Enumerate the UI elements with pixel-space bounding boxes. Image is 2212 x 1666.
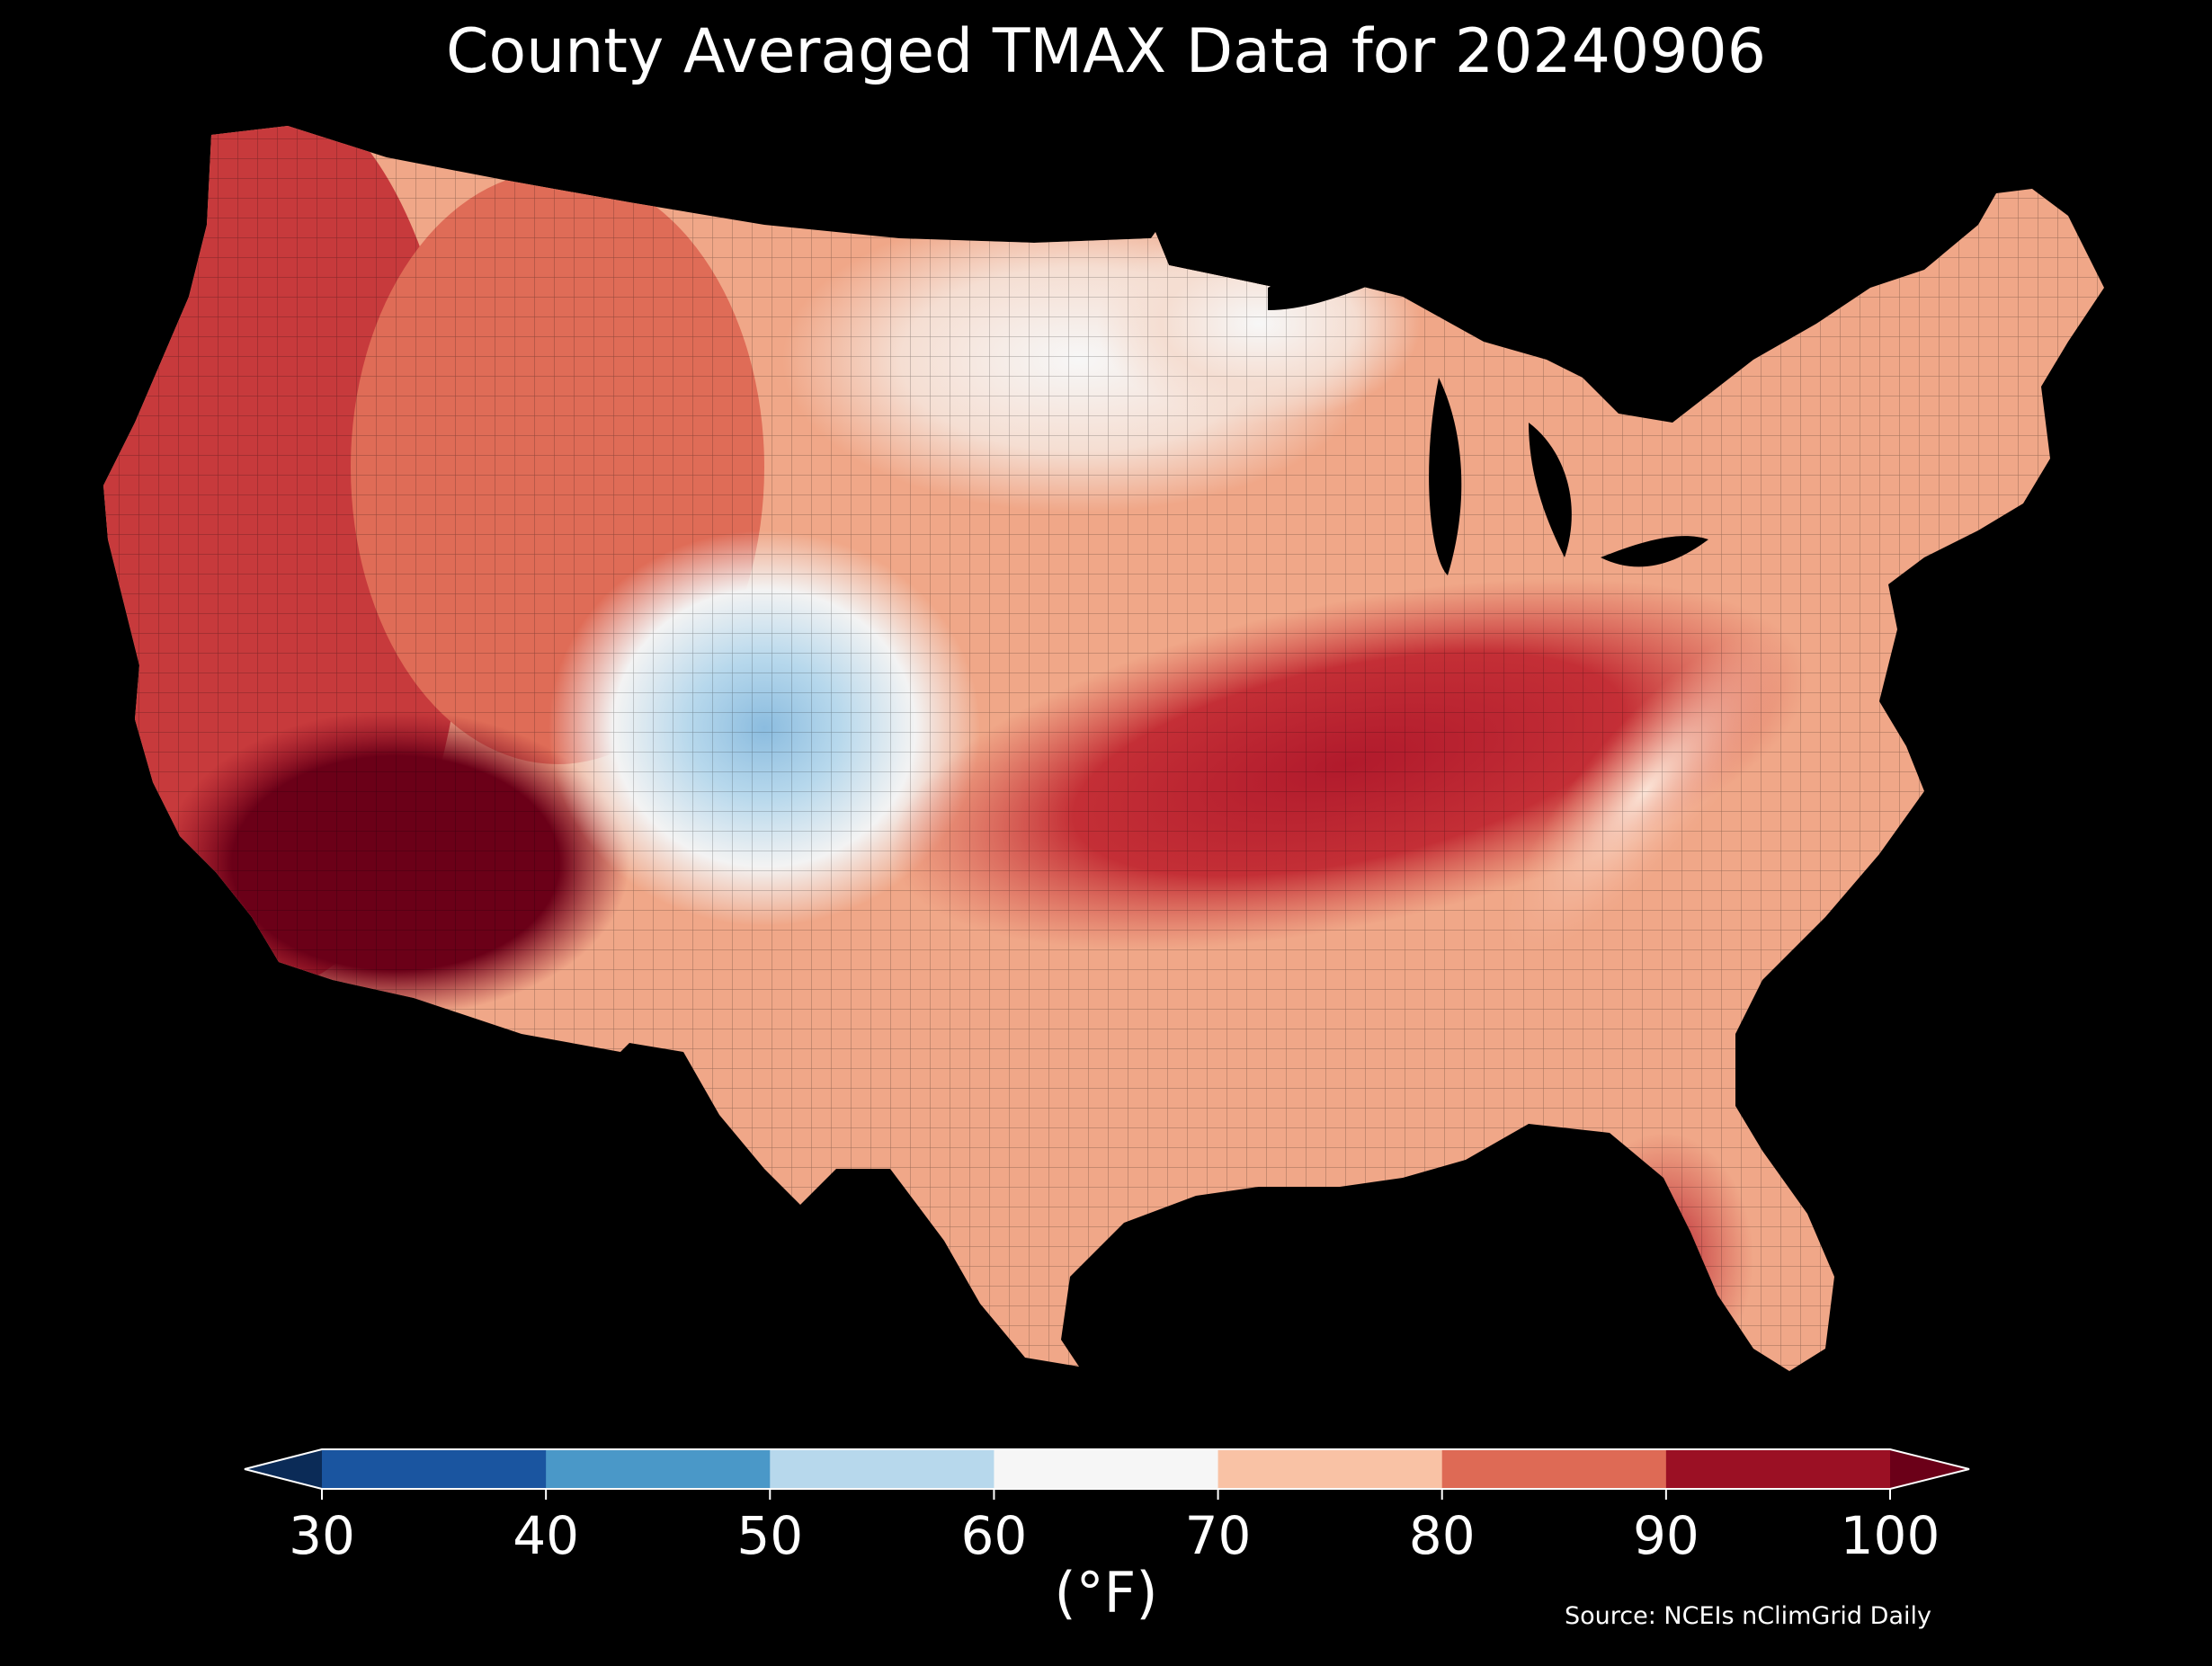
colorbar-tick-label: 80 [1408,1505,1476,1566]
colorbar-bin [1217,1449,1443,1489]
colorbar-tick-label: 50 [736,1505,804,1566]
colorbar-bin [994,1449,1219,1489]
colorbar-tick-label: 40 [513,1505,580,1566]
colorbar-bin [1441,1449,1667,1489]
colorbar-tick-label: 90 [1632,1505,1699,1566]
colorbar-unit-label: (°F) [1054,1560,1158,1626]
colorbar-bin [322,1449,547,1489]
colorbar-extend-low [245,1449,322,1489]
colorbar-tick-label: 70 [1184,1505,1252,1566]
great-lakes [1268,273,1708,575]
colorbar-bin [1665,1449,1891,1489]
source-note: Source: NCEIs nClimGrid Daily [1565,1602,1931,1630]
colorbar-tick-label: 30 [289,1505,355,1566]
colorbar-bin [546,1449,771,1489]
colorbar-tick-label: 60 [960,1505,1028,1566]
colorbar-bin [770,1449,995,1489]
colorbar-extend-high [1890,1449,1969,1489]
map-title: County Averaged TMAX Data for 20240906 [446,16,1766,87]
colorbar-tick-label: 100 [1840,1505,1940,1566]
